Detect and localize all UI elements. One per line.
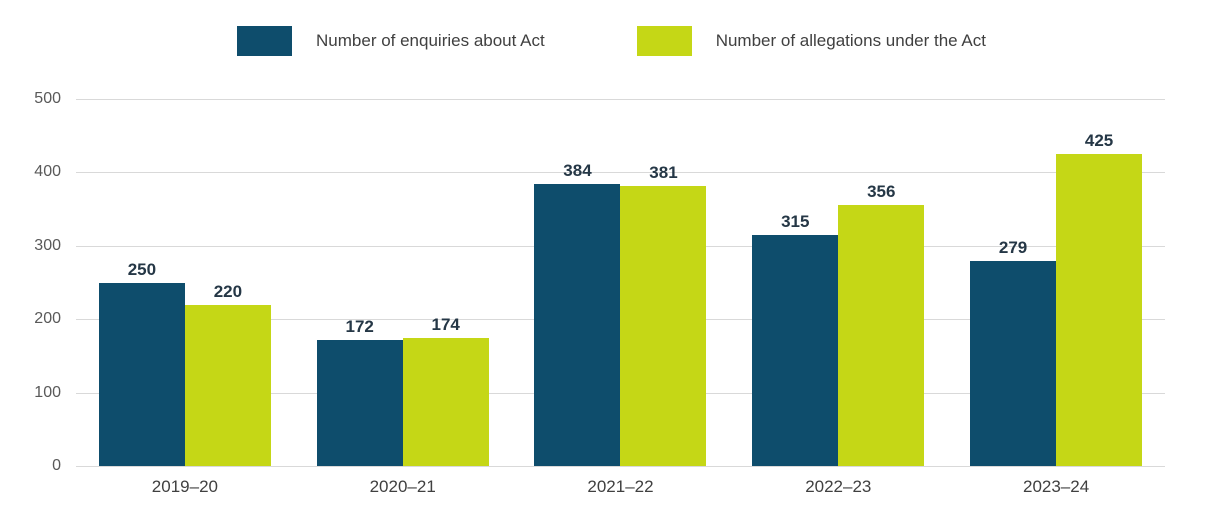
gridline-0	[76, 466, 1165, 467]
bar-group-2023–24: 279 425 2023–24	[947, 99, 1165, 496]
gridline-500	[76, 99, 1165, 100]
bar-groups: 250 220 2019–20 172 174 2020–21 384 381 2021–22 3…	[76, 99, 1165, 496]
bar-wrap: 220	[184, 99, 271, 466]
value-label: 315	[781, 211, 810, 231]
x-axis-tick-label-2022–23: 2022–23	[805, 477, 872, 496]
value-label: 384	[563, 161, 592, 181]
legend-label-allegations: Number of allegations under the Act	[715, 31, 986, 50]
bar-wrap: 250	[98, 99, 185, 466]
legend-item-allegations: Number of allegations under the Act	[636, 26, 986, 56]
bar-series0-2019–20	[98, 282, 185, 466]
legend-swatch-allegations	[636, 26, 692, 56]
bar-series0-2021–22	[534, 184, 621, 466]
x-axis-tick-label-2023–24: 2023–24	[1022, 477, 1090, 496]
legend-swatch-enquiries	[237, 26, 293, 56]
bar-wrap: 356	[838, 99, 925, 466]
bar-wrap: 174	[402, 99, 489, 466]
value-label: 425	[1084, 131, 1114, 151]
bar-series0-2022–23	[752, 234, 839, 466]
bar-series1-2022–23	[838, 204, 925, 466]
chart-legend: Number of enquiries about Act Number of …	[0, 26, 1223, 56]
value-label: 172	[345, 316, 374, 336]
y-axis-tick-label-200: 200	[34, 310, 61, 328]
bar-group-2021–22: 384 381 2021–22	[512, 99, 730, 496]
bar-series1-2020–21	[402, 338, 489, 466]
bar-series1-2019–20	[184, 304, 271, 466]
bar-series0-2020–21	[316, 339, 403, 466]
value-label: 250	[127, 259, 157, 279]
value-label: 356	[867, 181, 896, 201]
value-label: 279	[998, 238, 1028, 258]
bar-wrap: 381	[620, 99, 707, 466]
bar-wrap: 279	[970, 99, 1057, 466]
bar-series1-2023–24	[1056, 154, 1143, 466]
legend-item-enquiries: Number of enquiries about Act	[237, 26, 545, 56]
x-axis-tick-label-2020–21: 2020–21	[369, 477, 436, 496]
legend-label-enquiries: Number of enquiries about Act	[316, 31, 545, 50]
bar-series1-2021–22	[620, 186, 707, 466]
bar-wrap: 384	[534, 99, 621, 466]
x-axis-tick-label-2021–22: 2021–22	[587, 477, 654, 496]
value-label: 220	[213, 281, 243, 301]
value-label: 381	[649, 163, 678, 183]
y-axis-tick-label-400: 400	[34, 163, 61, 181]
bar-wrap: 172	[316, 99, 403, 466]
x-axis-tick-label-2019–20: 2019–20	[151, 477, 218, 496]
y-axis-tick-label-300: 300	[34, 236, 61, 254]
y-axis-tick-label-0: 0	[52, 457, 61, 474]
bar-series0-2023–24	[970, 261, 1057, 466]
y-axis-tick-label-100: 100	[34, 383, 61, 401]
bar-wrap: 315	[752, 99, 839, 466]
gridline-400	[76, 172, 1165, 174]
y-axis-tick-label-500: 500	[34, 90, 61, 107]
bar-group-2022–23: 315 356 2022–23	[729, 99, 947, 496]
bar-group-2019–20: 250 220 2019–20	[76, 99, 294, 496]
bar-wrap: 425	[1056, 99, 1143, 466]
value-label: 174	[431, 315, 460, 335]
bar-group-2020–21: 172 174 2020–21	[294, 99, 512, 496]
plot-area: 0 100 200 300 400 500 250 220 2019–20 172 174 2020–…	[34, 90, 1165, 496]
